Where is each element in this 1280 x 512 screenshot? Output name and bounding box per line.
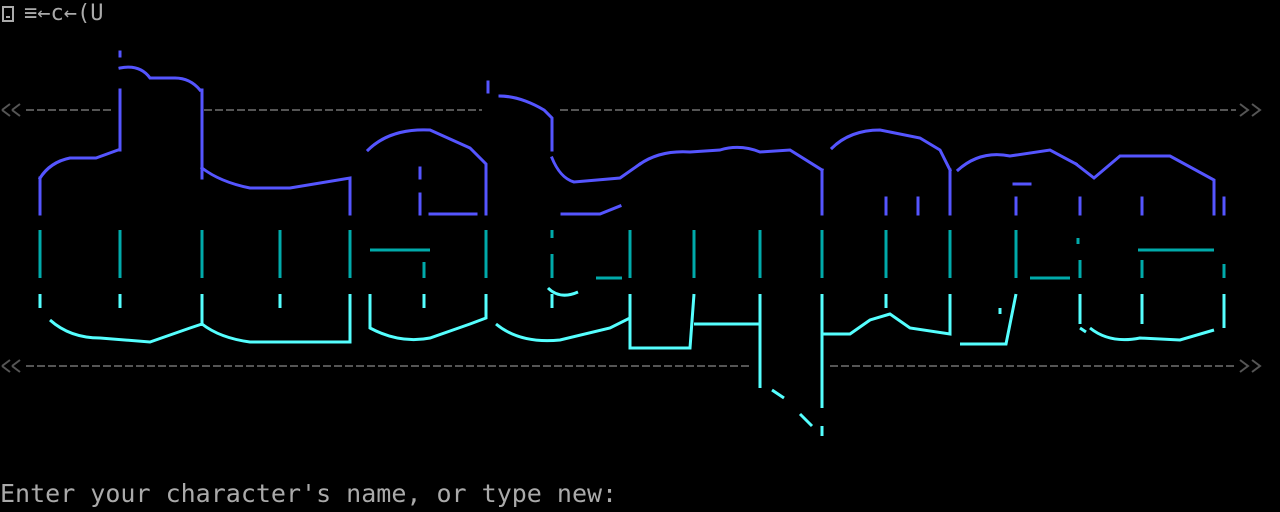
character-name-prompt[interactable]: Enter your character's name, or type new… xyxy=(0,479,618,508)
logo-blue-strokes xyxy=(37,50,1226,216)
title-text: ≡←c←(U xyxy=(24,1,104,26)
title-bar: ≡←c←(U xyxy=(0,0,103,28)
logo-cyan-strokes xyxy=(38,230,1226,280)
window-menu-icon[interactable] xyxy=(2,6,14,22)
logo-light-cyan-strokes xyxy=(38,286,1226,436)
ascii-logo-banner xyxy=(1,50,1262,436)
bottom-rule xyxy=(1,359,1262,373)
top-rule xyxy=(1,103,1262,117)
